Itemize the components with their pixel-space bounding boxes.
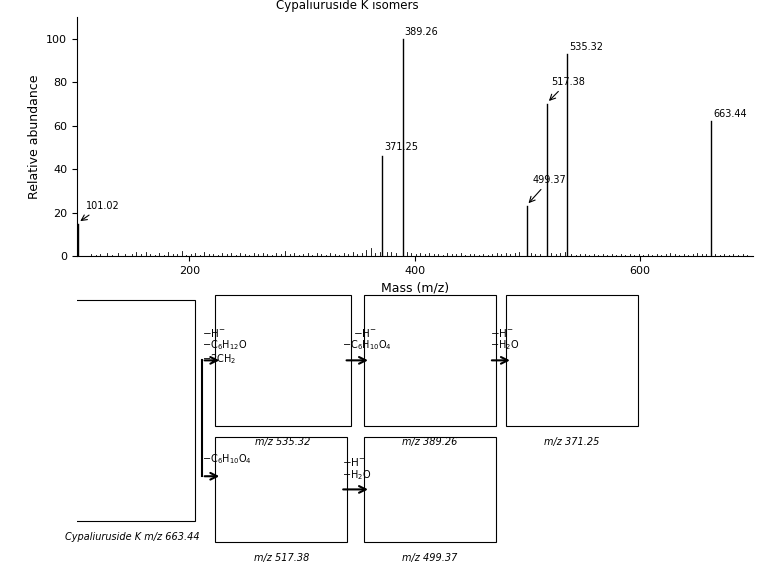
Text: m/z 517.38: m/z 517.38: [253, 553, 309, 562]
Text: $-$H$_2$O: $-$H$_2$O: [342, 468, 371, 481]
X-axis label: Mass (m/z): Mass (m/z): [381, 282, 449, 295]
Text: $-$C$_6$H$_{12}$O: $-$C$_6$H$_{12}$O: [202, 338, 247, 353]
Text: $-$H$^{-}$: $-$H$^{-}$: [353, 327, 376, 339]
FancyBboxPatch shape: [364, 294, 496, 426]
Text: m/z 535.32: m/z 535.32: [255, 437, 310, 447]
Text: $-$H$^{-}$: $-$H$^{-}$: [202, 327, 226, 339]
FancyBboxPatch shape: [506, 294, 637, 426]
Text: $-$C$_6$H$_{10}$O$_4$: $-$C$_6$H$_{10}$O$_4$: [343, 338, 392, 353]
FancyBboxPatch shape: [215, 294, 350, 426]
Text: $-$C$_6$H$_{10}$O$_4$: $-$C$_6$H$_{10}$O$_4$: [202, 452, 252, 466]
Text: $-$H$_2$O: $-$H$_2$O: [491, 338, 520, 353]
Y-axis label: Relative abundance: Relative abundance: [28, 74, 41, 199]
Text: $-$H$^{-}$: $-$H$^{-}$: [342, 456, 366, 468]
Text: 101.02: 101.02: [81, 201, 120, 221]
Text: Cypaliuruside K m/z 663.44: Cypaliuruside K m/z 663.44: [65, 531, 200, 541]
Text: 371.25: 371.25: [384, 142, 419, 152]
Text: m/z 389.26: m/z 389.26: [402, 437, 458, 447]
Text: 663.44: 663.44: [713, 109, 746, 119]
Text: m/z 499.37: m/z 499.37: [402, 553, 458, 562]
Text: $-$H$^{-}$: $-$H$^{-}$: [491, 327, 515, 339]
Text: Cypaliuruside K isomers: Cypaliuruside K isomers: [276, 0, 419, 12]
FancyBboxPatch shape: [364, 437, 496, 542]
Text: 517.38: 517.38: [550, 77, 585, 100]
Text: 389.26: 389.26: [405, 27, 439, 37]
FancyBboxPatch shape: [215, 437, 347, 542]
Text: $-$2CH$_2$: $-$2CH$_2$: [202, 352, 236, 366]
FancyBboxPatch shape: [70, 300, 195, 521]
Text: m/z 371.25: m/z 371.25: [545, 437, 600, 447]
Text: 499.37: 499.37: [529, 175, 567, 202]
Text: 535.32: 535.32: [569, 42, 603, 52]
